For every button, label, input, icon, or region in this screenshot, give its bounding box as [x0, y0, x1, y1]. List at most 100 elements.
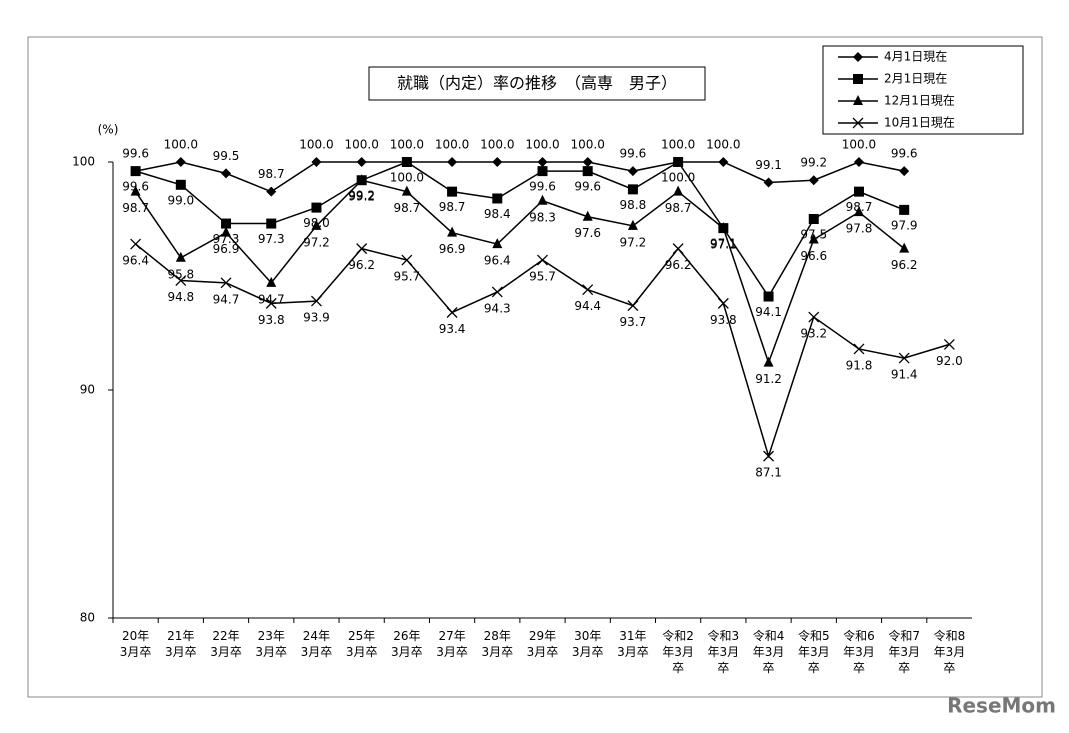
marker — [221, 168, 232, 179]
data-label: 100.0 — [390, 171, 424, 185]
data-label: 94.1 — [755, 305, 782, 319]
marker — [763, 450, 775, 462]
marker-cross — [852, 117, 864, 129]
marker — [356, 157, 367, 167]
marker-cross — [491, 286, 503, 298]
x-tick-label-line: 令和3 — [708, 628, 740, 643]
marker-cross — [717, 297, 729, 309]
marker — [446, 307, 458, 318]
title-box — [368, 66, 706, 101]
marker — [537, 194, 548, 205]
marker — [899, 166, 910, 177]
legend-label: 2月1日現在 — [884, 72, 947, 86]
data-label: 97.1 — [710, 238, 737, 252]
series-line — [135, 161, 905, 193]
data-label: 100.0 — [344, 138, 378, 152]
marker — [401, 157, 412, 167]
marker-cross — [853, 343, 865, 355]
marker — [265, 297, 277, 309]
marker — [582, 284, 594, 296]
x-tick-label-line: 3月卒 — [165, 645, 197, 659]
x-tick-label: 令和4 年3月卒 — [753, 628, 785, 675]
marker — [130, 166, 141, 177]
marker — [853, 206, 864, 217]
data-label: 96.9 — [439, 242, 466, 256]
data-label: 96.4 — [484, 254, 511, 268]
marker — [221, 218, 232, 229]
marker — [763, 177, 774, 188]
x-tick-label-line: 卒 — [853, 661, 865, 675]
y-axis-label: (%) — [98, 123, 119, 137]
x-tick-label: 25年 3月卒 — [346, 629, 378, 659]
marker — [673, 185, 684, 196]
data-label: 97.2 — [303, 235, 330, 249]
x-tick-label-line: 21年 — [167, 629, 194, 643]
marker — [808, 214, 819, 224]
marker — [175, 275, 187, 287]
x-tick-label-line: 年3月 — [708, 645, 740, 659]
data-label: 98.3 — [529, 210, 556, 224]
marker-cross — [672, 243, 684, 255]
x-tick-label-line: 令和2 — [662, 628, 694, 643]
data-label: 99.2 — [348, 189, 375, 203]
x-tick-label-line: 22年 — [212, 629, 239, 643]
marker — [266, 186, 277, 197]
x-tick-label-line: 卒 — [763, 661, 775, 675]
marker — [537, 166, 548, 177]
x-tick-label: 令和7 年3月卒 — [888, 628, 920, 675]
marker-cross — [537, 254, 548, 266]
marker-cross — [401, 254, 413, 266]
legend-label: 10月1日現在 — [884, 116, 955, 130]
x-tick-label-line: 令和7 — [888, 628, 920, 643]
data-label: 93.8 — [258, 313, 285, 327]
data-label: 98.7 — [439, 200, 466, 214]
marker — [537, 254, 548, 266]
marker — [130, 185, 141, 196]
data-label: 93.4 — [439, 322, 466, 336]
legend-label: 4月1日現在 — [884, 50, 947, 64]
x-tick-label-line: 年3月 — [888, 645, 920, 659]
x-tick-label-line: 31年 — [619, 629, 646, 643]
x-tick-label: 21年 3月卒 — [165, 629, 197, 659]
data-label: 100.0 — [661, 171, 695, 185]
x-tick-label: 29年 3月卒 — [527, 629, 559, 659]
x-tick-label-line: 年3月 — [662, 645, 694, 659]
marker — [673, 157, 684, 167]
marker — [582, 157, 593, 167]
marker — [763, 356, 774, 367]
data-label: 100.0 — [435, 138, 469, 152]
x-tick-label-line: 3月卒 — [527, 645, 559, 659]
y-tick-label: 90 — [80, 383, 95, 397]
marker — [311, 157, 322, 167]
marker — [310, 295, 322, 307]
y-tick-label: 80 — [80, 611, 95, 625]
x-tick-label-line: 20年 — [122, 629, 149, 643]
data-label: 95.8 — [167, 267, 194, 281]
data-label: 100.0 — [525, 138, 559, 152]
watermark: ReseMom — [947, 694, 1056, 718]
x-tick-label: 27年 3月卒 — [436, 629, 468, 659]
marker — [808, 233, 819, 244]
legend — [822, 45, 1024, 135]
marker — [175, 179, 186, 190]
marker — [492, 193, 503, 204]
data-label: 99.1 — [755, 158, 782, 172]
marker — [356, 174, 367, 185]
x-tick-label-line: 年3月 — [934, 645, 966, 659]
marker — [401, 185, 412, 196]
marker — [537, 157, 548, 167]
x-tick-label-line: 3月卒 — [481, 645, 513, 659]
data-label: 99.5 — [213, 149, 240, 163]
x-tick-label-line: 3月卒 — [436, 645, 468, 659]
data-label: 97.2 — [620, 235, 647, 249]
marker — [853, 157, 864, 167]
x-tick-label-line: 27年 — [438, 629, 465, 643]
x-tick-label-line: 3月卒 — [255, 645, 287, 659]
data-label: 93.9 — [303, 311, 330, 325]
frame — [27, 36, 1043, 698]
x-tick-label-line: 24年 — [303, 629, 330, 643]
x-tick-label: 令和8 年3月卒 — [934, 628, 966, 675]
data-label: 91.8 — [846, 358, 873, 372]
data-label: 100.0 — [480, 138, 514, 152]
